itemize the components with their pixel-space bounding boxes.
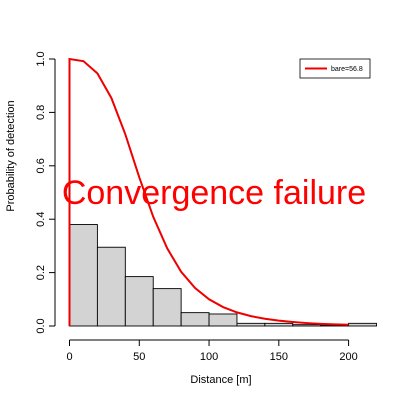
x-tick-label: 100 xyxy=(200,351,218,363)
detection-curve-layer xyxy=(68,57,349,326)
histogram-bar-7 xyxy=(264,322,294,327)
y-axis: 0.0 0.2 0.4 0.6 0.8 1.0 xyxy=(35,51,56,334)
x-axis: 0 50 100 150 200 xyxy=(66,339,358,363)
x-tick-label: 0 xyxy=(66,351,72,363)
y-tick-label: 0.4 xyxy=(35,212,47,227)
histogram-bar-3 xyxy=(152,288,182,327)
y-axis-label: Probability of detection xyxy=(5,100,17,211)
detection-curve xyxy=(68,57,349,326)
x-axis-label: Distance [m] xyxy=(190,374,251,386)
y-tick-label: 0.2 xyxy=(35,265,47,280)
histogram-bar-2 xyxy=(124,276,154,327)
x-tick-label: 50 xyxy=(133,351,145,363)
convergence-failure-annotation: Convergence failure xyxy=(62,174,366,212)
legend-box xyxy=(299,58,371,79)
histogram-bar-1 xyxy=(96,246,126,327)
legend-entry-label: bare=56.8 xyxy=(331,66,363,73)
histogram-bar-4 xyxy=(180,312,210,327)
histogram-bars xyxy=(69,224,377,327)
y-tick-label: 0.8 xyxy=(35,105,47,120)
y-tick-label: 1.0 xyxy=(35,51,47,66)
histogram-bar-10 xyxy=(348,322,377,327)
histogram-bar-5 xyxy=(208,313,238,327)
histogram-bar-6 xyxy=(236,322,266,327)
y-tick-label: 0.0 xyxy=(35,318,47,333)
histogram-bar-0 xyxy=(69,224,98,327)
histogram-bar-8 xyxy=(292,324,322,327)
legend: bare=56.8 xyxy=(299,58,371,79)
x-tick-label: 150 xyxy=(270,351,288,363)
y-tick-label: 0.6 xyxy=(35,158,47,173)
x-tick-label: 200 xyxy=(339,351,357,363)
